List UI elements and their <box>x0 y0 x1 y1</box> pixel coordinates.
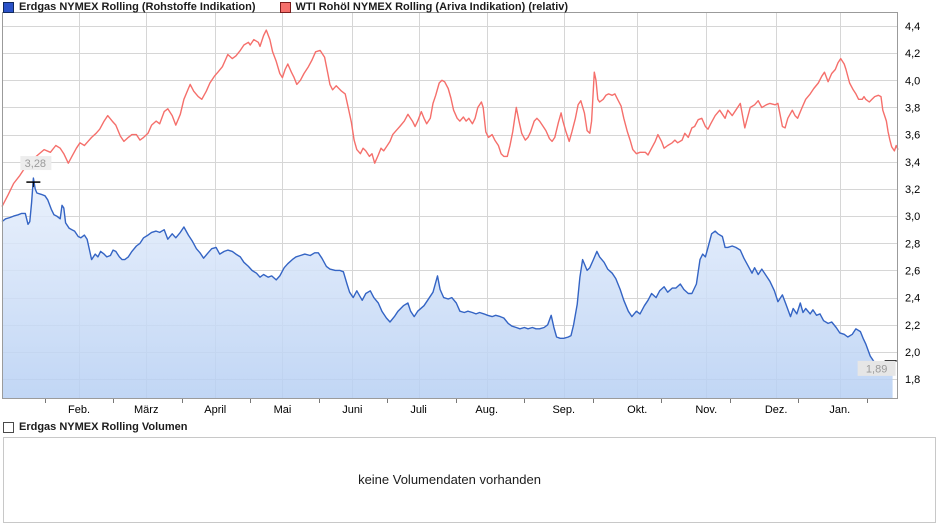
y-axis-label: 3,6 <box>905 130 920 142</box>
legend-item-erdgas[interactable]: Erdgas NYMEX Rolling (Rohstoffe Indikati… <box>3 1 256 14</box>
y-axis-label: 2,4 <box>905 293 920 305</box>
x-axis-label: Aug. <box>475 404 498 416</box>
x-axis-label: Okt. <box>627 404 647 416</box>
volume-legend: Erdgas NYMEX Rolling Volumen <box>3 421 187 434</box>
max-marker-label-bg <box>20 156 52 171</box>
x-axis-label: April <box>204 404 226 416</box>
price-legend: Erdgas NYMEX Rolling (Rohstoffe Indikati… <box>3 1 568 14</box>
y-axis-label: 3,0 <box>905 211 920 223</box>
wti-line <box>1 29 899 207</box>
legend-item-wti[interactable]: WTI Rohöl NYMEX Rolling (Ariva Indikatio… <box>279 1 569 14</box>
price-chart: 4,4 4,2 4,0 3,8 3,6 3,4 3,2 3,0 2,8 2,6 2,4 2,2 2,0 1… <box>1 12 920 416</box>
volume-empty-message: keine Volumendaten vorhanden <box>358 472 541 487</box>
x-axis-label: Juli <box>410 404 427 416</box>
y-axis-label: 2,0 <box>905 347 920 359</box>
volume-panel: keine Volumendaten vorhanden <box>3 437 936 523</box>
x-axis-label: Sep. <box>552 404 575 416</box>
legend-label-erdgas: Erdgas NYMEX Rolling (Rohstoffe Indikati… <box>19 1 256 13</box>
x-axis-label: März <box>134 404 158 416</box>
wti-swatch-icon <box>279 2 291 13</box>
y-axis-label: 4,2 <box>905 48 920 60</box>
legend-item-volume[interactable]: Erdgas NYMEX Rolling Volumen <box>3 421 187 434</box>
y-axis-label: 2,8 <box>905 238 920 250</box>
y-axis-label: 2,6 <box>905 265 920 277</box>
y-axis-label: 2,2 <box>905 320 920 332</box>
legend-label-wti: WTI Rohöl NYMEX Rolling (Ariva Indikatio… <box>295 1 569 13</box>
last-marker-label-bg <box>857 360 896 376</box>
x-axis-label: Nov. <box>695 404 717 416</box>
y-axis-label: 3,4 <box>905 157 920 169</box>
erdgas-area <box>2 178 893 399</box>
x-axis-label: Mai <box>274 404 292 416</box>
last-marker-label: 1,89 <box>866 363 887 375</box>
y-axis-label: 3,8 <box>905 102 920 114</box>
plot-border <box>2 12 898 399</box>
y-axis-label: 4,4 <box>905 21 920 33</box>
erdgas-swatch-icon <box>3 2 14 13</box>
x-axis-label: Juni <box>342 404 362 416</box>
y-axis-label: 3,2 <box>905 184 920 196</box>
x-axis-label: Dez. <box>765 404 788 416</box>
x-axis-label: Jan. <box>829 404 850 416</box>
max-marker-label: 3,28 <box>25 158 46 170</box>
y-axis-label: 1,8 <box>905 374 920 386</box>
legend-label-volume: Erdgas NYMEX Rolling Volumen <box>19 421 188 433</box>
y-axis-label: 4,0 <box>905 75 920 87</box>
x-axis-label: Feb. <box>68 404 90 416</box>
volume-swatch-icon <box>3 422 14 433</box>
erdgas-line <box>1 177 893 368</box>
